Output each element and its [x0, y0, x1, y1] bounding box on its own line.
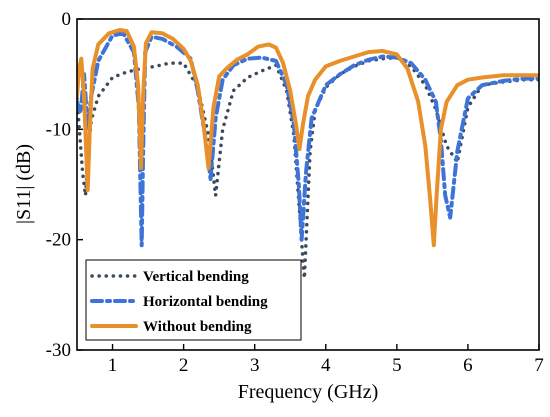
x-tick-label: 1 [108, 355, 118, 376]
plot-frame [76, 18, 540, 351]
legend: Vertical bending Horizontal bending Withou… [85, 259, 302, 341]
x-tick-label: 5 [392, 355, 402, 376]
x-tick-label: 2 [179, 355, 189, 376]
legend-label: Without bending [143, 319, 252, 335]
x-tick-label: 3 [250, 355, 260, 376]
y-axis-title: |S11| (dB) [13, 144, 35, 224]
legend-label: Horizontal bending [143, 294, 268, 310]
x-tick-label: 6 [463, 355, 473, 376]
y-tick-label: -30 [46, 340, 71, 361]
x-tick-label: 4 [321, 355, 331, 376]
axis-layer: 1 2 3 4 5 6 7 0 -10 -20 -30 [46, 9, 544, 376]
series-layer [77, 28, 539, 281]
x-axis-title: Frequency (GHz) [238, 381, 379, 403]
legend-label: Vertical bending [143, 269, 249, 285]
y-tick-label: -10 [46, 119, 71, 140]
series-line-without-bending [77, 28, 539, 248]
y-tick-label: -20 [46, 230, 71, 251]
x-tick-label: 7 [534, 355, 544, 376]
y-tick-label: 0 [62, 9, 72, 30]
